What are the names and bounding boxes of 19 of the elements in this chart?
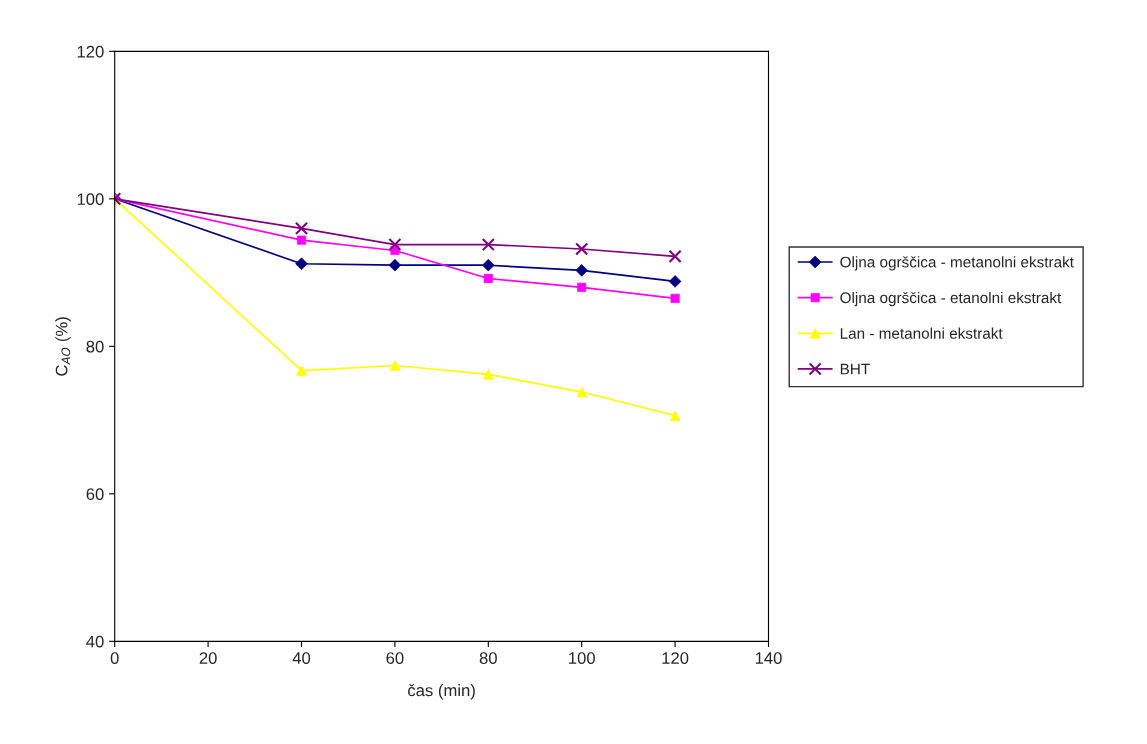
y-tick-label: 120 bbox=[77, 45, 104, 58]
y-tick-label: 100 bbox=[77, 193, 104, 206]
x-tick-label: 60 bbox=[386, 652, 404, 664]
x-tick-label: 80 bbox=[479, 652, 497, 664]
x-tick-label: 120 bbox=[662, 652, 689, 664]
legend-label: BHT bbox=[840, 363, 870, 375]
legend-label: Oljna ogrščica - etanolni ekstrakt bbox=[840, 291, 1062, 307]
x-axis-title: čas (min) bbox=[408, 683, 475, 700]
x-tick-label: 0 bbox=[110, 652, 119, 664]
y-axis-title: C$_{AO}$ (%) bbox=[55, 317, 71, 376]
y-tick-label: 40 bbox=[86, 635, 104, 648]
x-tick-label: 20 bbox=[199, 652, 217, 664]
x-tick-label: 40 bbox=[292, 652, 311, 664]
y-tick-label: 60 bbox=[86, 488, 104, 501]
legend-label: Oljna ogrščica - metanolni ekstrakt bbox=[840, 256, 1074, 271]
legend-label: Lan - metanolni ekstrakt bbox=[840, 327, 1003, 339]
x-tick-label: 140 bbox=[755, 652, 782, 664]
y-tick-label: 80 bbox=[86, 340, 104, 353]
x-tick-label: 100 bbox=[569, 652, 595, 664]
